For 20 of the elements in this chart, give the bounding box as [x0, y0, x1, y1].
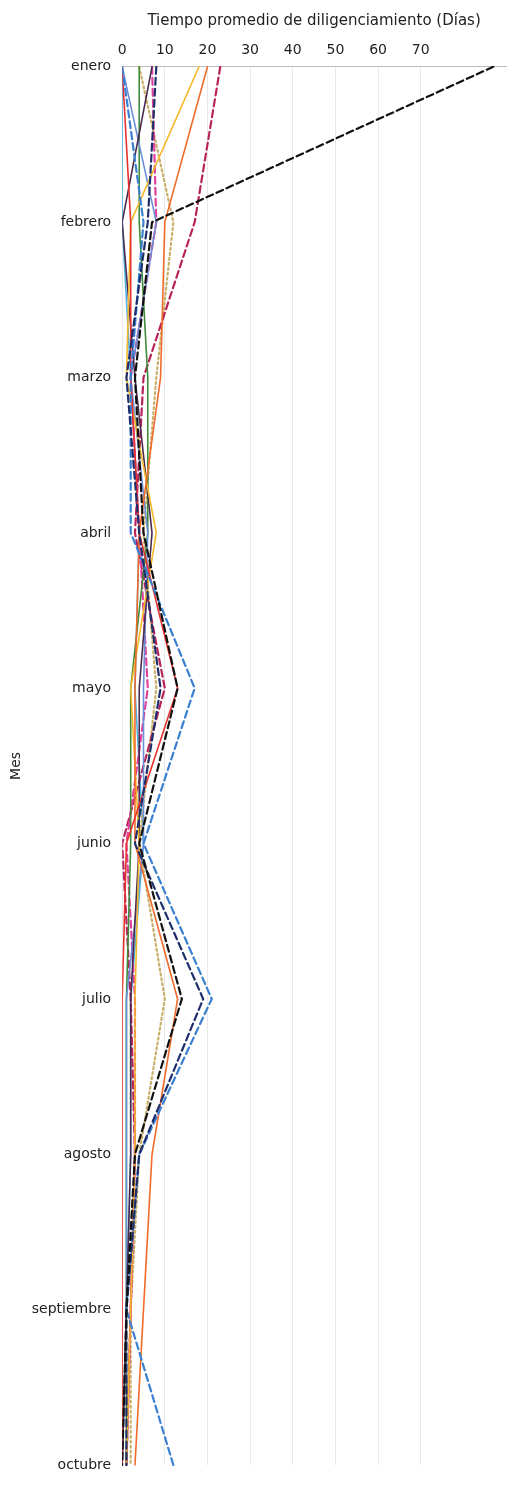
x-tick-label: 50: [326, 41, 345, 58]
x-tick-label: 0: [117, 41, 127, 58]
y-tick-label: octubre: [57, 1455, 112, 1472]
x-tick-label: 20: [198, 41, 217, 58]
y-tick-label: febrero: [60, 212, 112, 229]
y-tick-label: mayo: [72, 678, 112, 695]
x-axis-title: Tiempo promedio de diligenciamiento (Días): [146, 10, 481, 29]
y-tick-label: julio: [81, 989, 112, 1006]
x-tick-label: 30: [241, 41, 260, 58]
y-tick-label: septiembre: [31, 1300, 112, 1317]
x-tick-label: 70: [411, 41, 430, 58]
y-tick-label: marzo: [67, 368, 112, 385]
x-tick-label: 40: [283, 41, 302, 58]
x-tick-label: 60: [369, 41, 387, 58]
y-tick-label: junio: [76, 834, 112, 851]
y-tick-label: abril: [80, 523, 112, 540]
y-tick-label: agosto: [63, 1144, 112, 1161]
y-tick-label: enero: [71, 57, 112, 74]
x-tick-label: 10: [155, 41, 174, 58]
y-axis-title: Mes: [7, 751, 24, 780]
